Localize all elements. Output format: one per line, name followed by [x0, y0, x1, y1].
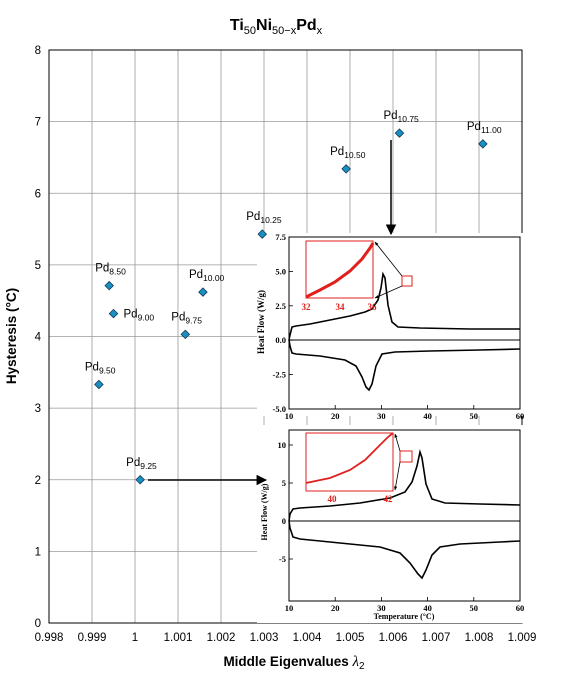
- inset-bottom-zoom-curve: [305, 432, 394, 484]
- x-tick-label: 1.009: [508, 632, 537, 644]
- inset-bottom-zoom-marker: [399, 450, 413, 463]
- inset-bottom-y-label: Heat Flow (W/g): [260, 483, 269, 540]
- inset-y-tick-label: -2.5: [273, 370, 286, 380]
- inset-x-tick-label: 20: [331, 411, 340, 421]
- data-point-marker: [394, 128, 405, 138]
- data-point-label: Pd10.75: [383, 110, 419, 124]
- inset-bottom-x-label: Temperature (°C): [374, 612, 435, 621]
- x-tick-label: 1.002: [207, 632, 236, 644]
- y-tick-label: 0: [35, 618, 41, 630]
- data-point-marker: [341, 164, 351, 174]
- x-tick-label: 0.998: [35, 632, 64, 644]
- data-point-label: Pd8.50: [95, 263, 126, 277]
- y-tick-label: 4: [35, 332, 42, 344]
- inset-x-tick-label: 50: [470, 411, 479, 421]
- inset-bottom-heating-curve: [288, 448, 521, 522]
- inset-top-zoom-tick-labels: 32 34 36: [302, 302, 378, 312]
- inset-top-zoom-arrow-upper: [374, 241, 403, 277]
- x-tick-label: 1.007: [422, 632, 451, 644]
- inset-top-tick-labels: 10 20 30 40 50 60 -5.0 -2.5 0.0 2.5 5.0 7.5: [273, 232, 525, 421]
- x-tick-label: 1.004: [293, 632, 322, 644]
- data-points: Pd8.50 Pd9.00 Pd9.25 Pd9.50 Pd9.75 Pd10.00 Pd1…: [85, 110, 502, 485]
- y-tick-label: 1: [35, 546, 41, 558]
- inset-top-heating-curve: [288, 271, 520, 341]
- inset-x-tick-label: 10: [285, 411, 294, 421]
- inset-y-tick-label: -5: [279, 554, 286, 564]
- inset-top-cooling-curve: [288, 339, 521, 392]
- data-point-marker: [257, 229, 268, 239]
- zoom-tick-label: 42: [384, 494, 394, 504]
- zoom-tick-label: 40: [328, 494, 338, 504]
- data-point-marker: [198, 287, 208, 297]
- inset-x-tick-label: 60: [516, 411, 525, 421]
- y-axis-label: Hysteresis (°C): [4, 288, 19, 384]
- data-point-label: Pd9.25: [126, 457, 157, 471]
- data-point-label: Pd9.75: [171, 311, 202, 325]
- data-point-label: Pd10.00: [189, 269, 225, 283]
- y-tick-label: 2: [35, 475, 41, 487]
- y-tick-label: 5: [35, 260, 41, 272]
- inset-x-tick-label: 40: [423, 603, 432, 613]
- inset-x-tick-label: 50: [470, 603, 479, 613]
- x-tick-label: 1.003: [250, 632, 279, 644]
- y-tick-label: 8: [35, 45, 41, 57]
- x-tick-label: 1: [132, 632, 138, 644]
- inset-top-zoom-marker: [401, 275, 413, 287]
- inset-y-tick-label: -5.0: [273, 404, 286, 414]
- inset-y-tick-label: 10: [278, 440, 287, 450]
- inset-y-tick-label: 0.0: [275, 335, 286, 345]
- data-point-label: Pd11.00: [467, 121, 502, 135]
- inset-top-zoom-box: [305, 240, 374, 299]
- chart-title: Ti50Ni50−xPdx: [230, 17, 323, 37]
- x-tick-label: 1.005: [336, 632, 365, 644]
- inset-x-tick-label: 30: [377, 603, 386, 613]
- data-point-marker: [135, 474, 145, 485]
- inset-top-frame: [288, 236, 521, 410]
- x-tick-label: 1.006: [379, 632, 408, 644]
- data-point-label: Pd10.50: [330, 146, 366, 160]
- y-tick-label: 3: [35, 403, 41, 415]
- inset-bottom-cooling-curve: [288, 520, 521, 580]
- main-tick-labels: 0.998 0.999 1 1.001 1.002 1.003 1.004 1.005 1.00…: [35, 45, 537, 644]
- y-tick-label: 7: [35, 117, 41, 129]
- data-point-marker: [108, 308, 119, 319]
- data-point-label: Pd10.25: [246, 211, 282, 225]
- inset-top-background: [257, 233, 526, 416]
- inset-y-tick-label: 5: [282, 478, 286, 488]
- x-tick-label: 1.001: [164, 632, 193, 644]
- zoom-tick-label: 32: [302, 302, 312, 312]
- data-point-marker: [180, 329, 191, 340]
- inset-bottom-zoom-arrow-lower: [394, 461, 401, 491]
- zoom-tick-label: 36: [368, 302, 378, 312]
- data-point-marker: [478, 139, 488, 149]
- inset-bottom-zoom-arrow-upper: [394, 433, 401, 452]
- inset-bottom-zoom-tick-labels: 40 42: [328, 494, 394, 504]
- inset-top-y-label: Heat Flow (W/g): [256, 290, 266, 354]
- data-point-marker: [104, 280, 114, 291]
- y-tick-label: 6: [35, 188, 41, 200]
- data-point-marker: [94, 379, 104, 390]
- inset-x-tick-label: 40: [423, 411, 432, 421]
- inset-x-tick-label: 30: [377, 411, 386, 421]
- inset-y-tick-label: 0: [282, 516, 286, 526]
- inset-top-zoom-arrow-lower: [374, 285, 403, 299]
- data-point-label: Pd9.00: [124, 309, 155, 323]
- inset-top-zoom-curve: [305, 242, 375, 299]
- inset-x-tick-label: 60: [516, 603, 525, 613]
- inset-y-tick-label: 5.0: [275, 266, 286, 276]
- inset-bottom-zoom-box: [305, 432, 394, 492]
- x-tick-label: 0.999: [78, 632, 107, 644]
- data-point-label: Pd9.50: [85, 361, 116, 375]
- x-tick-label: 1.008: [465, 632, 494, 644]
- inset-y-tick-label: 2.5: [275, 301, 286, 311]
- inset-x-tick-label: 20: [331, 603, 340, 613]
- inset-x-tick-label: 10: [285, 603, 294, 613]
- dsc-inset-top: 10 20 30 40 50 60-5.0-2.50.02.55.07.5 32 34 36 …: [256, 232, 526, 421]
- zoom-tick-label: 34: [336, 302, 346, 312]
- inset-bottom-tick-labels: 10 20 30 40 50 60 -5 0 5 10: [278, 440, 525, 613]
- x-axis-label: Middle Eigenvalues λ2: [223, 654, 365, 672]
- inset-y-tick-label: 7.5: [275, 232, 286, 242]
